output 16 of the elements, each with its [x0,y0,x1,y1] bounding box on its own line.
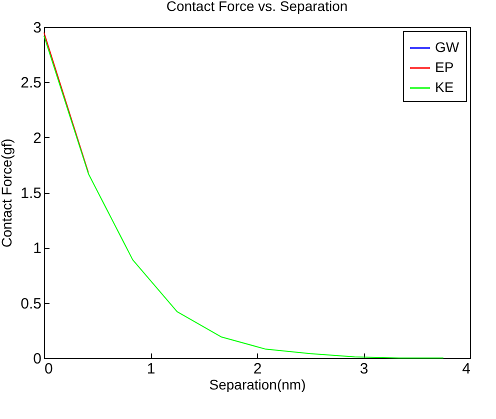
x-tick-label: 4 [462,360,470,378]
x-tick-label: 1 [146,360,156,378]
x-tick-label: 0 [44,360,53,378]
y-tick-label: 2 [33,130,42,147]
y-tick-label: 1.5 [20,185,42,202]
y-tick-label: 0.5 [20,295,42,312]
legend-label: EP [435,59,454,75]
x-tick-label: 3 [360,360,368,378]
y-tick-label: 3 [33,20,42,36]
y-tick-label: 1 [33,240,42,258]
y-tick-label: 2.5 [20,74,42,92]
legend-label: GW [435,39,460,55]
legend-label: KE [435,79,454,95]
x-tick-label: 2 [253,360,262,378]
y-axis-title: Contact Force(gf) [0,138,15,248]
chart-title: Contact Force vs. Separation [166,0,348,14]
